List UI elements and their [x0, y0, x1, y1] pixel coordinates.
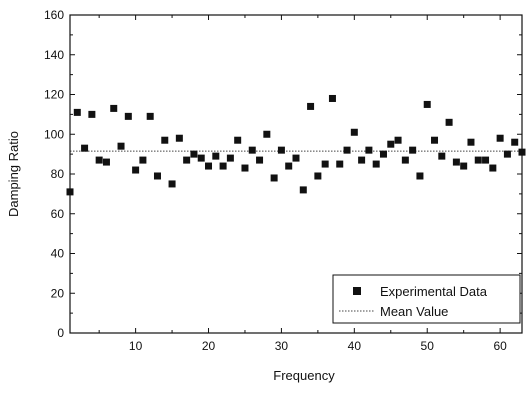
data-point	[124, 112, 132, 120]
data-point	[256, 156, 264, 164]
y-tick-label: 140	[44, 48, 64, 62]
data-point	[270, 174, 278, 182]
data-point	[168, 180, 176, 188]
data-point	[321, 160, 329, 168]
legend: Experimental Data Mean Value	[332, 274, 521, 324]
data-point	[474, 156, 482, 164]
data-point	[102, 158, 110, 166]
data-point	[336, 160, 344, 168]
x-tick-label: 30	[275, 339, 289, 353]
data-point	[314, 172, 322, 180]
data-point	[452, 158, 460, 166]
x-axis-ticks: 10 20 30 40 50 60	[98, 15, 507, 353]
data-point	[146, 112, 154, 120]
legend-box	[332, 274, 521, 324]
data-point	[73, 108, 81, 116]
data-point	[95, 156, 103, 164]
legend-marker-square	[353, 287, 361, 295]
y-axis-ticks: 0 20 40 60 80 100 120 140 160	[44, 8, 522, 340]
y-tick-label: 160	[44, 8, 64, 22]
data-point	[328, 94, 336, 102]
data-point	[219, 162, 227, 170]
x-tick-label: 10	[129, 339, 143, 353]
data-point	[431, 136, 439, 144]
data-point	[110, 104, 118, 112]
data-point	[117, 142, 125, 150]
data-point	[307, 102, 315, 110]
x-tick-label: 20	[202, 339, 216, 353]
y-tick-label: 80	[51, 167, 65, 181]
data-point	[153, 172, 161, 180]
data-point	[248, 146, 256, 154]
data-point	[445, 118, 453, 126]
data-point	[139, 156, 147, 164]
data-point	[183, 156, 191, 164]
data-point	[482, 156, 490, 164]
x-axis-title: Frequency	[273, 368, 335, 383]
y-tick-label: 60	[51, 207, 65, 221]
data-point	[438, 152, 446, 160]
data-point	[212, 152, 220, 160]
data-point	[292, 154, 300, 162]
x-tick-label: 60	[493, 339, 507, 353]
data-point	[387, 140, 395, 148]
data-point	[394, 136, 402, 144]
data-point	[263, 130, 271, 138]
y-tick-label: 100	[44, 127, 64, 141]
plot-area-frame	[69, 14, 523, 334]
y-axis-title: Damping Ratio	[6, 131, 21, 217]
data-point	[277, 146, 285, 154]
data-point	[161, 136, 169, 144]
data-point	[503, 150, 511, 158]
data-point	[365, 146, 373, 154]
data-point	[358, 156, 366, 164]
data-point	[372, 160, 380, 168]
data-point	[241, 164, 249, 172]
data-point	[409, 146, 417, 154]
data-point	[234, 136, 242, 144]
data-point	[226, 154, 234, 162]
data-point	[350, 128, 358, 136]
data-point	[423, 100, 431, 108]
data-point	[511, 138, 519, 146]
data-point	[81, 144, 89, 152]
data-point	[190, 150, 198, 158]
data-point	[175, 134, 183, 142]
y-tick-label: 40	[51, 247, 65, 261]
data-point	[299, 186, 307, 194]
data-point	[343, 146, 351, 154]
data-point	[489, 164, 497, 172]
data-point	[379, 150, 387, 158]
data-point	[460, 162, 468, 170]
data-points	[66, 94, 526, 196]
data-point	[401, 156, 409, 164]
data-point	[416, 172, 424, 180]
data-point	[467, 138, 475, 146]
legend-label-experimental: Experimental Data	[380, 284, 488, 299]
legend-label-mean: Mean Value	[380, 304, 448, 319]
data-point	[132, 166, 140, 174]
data-point	[285, 162, 293, 170]
y-tick-label: 120	[44, 88, 64, 102]
data-point	[88, 110, 96, 118]
y-tick-label: 20	[51, 286, 65, 300]
x-tick-label: 50	[421, 339, 435, 353]
data-point	[205, 162, 213, 170]
y-tick-label: 0	[57, 326, 64, 340]
x-tick-label: 40	[348, 339, 362, 353]
data-point	[197, 154, 205, 162]
data-point	[496, 134, 504, 142]
